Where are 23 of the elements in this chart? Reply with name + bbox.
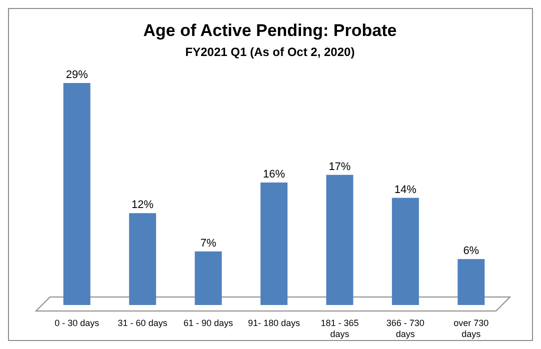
- x-tick-label: 31 - 60 days: [118, 318, 168, 328]
- x-tick-label: 181 - 365 days: [320, 318, 359, 339]
- bar: [63, 83, 90, 305]
- bar: [458, 259, 485, 305]
- bar: [129, 213, 156, 305]
- chart-title: Age of Active Pending: Probate: [143, 21, 397, 40]
- bar: [260, 182, 288, 305]
- x-tick-label: 91- 180 days: [248, 318, 301, 328]
- x-tick-label: over 730 days: [454, 318, 489, 339]
- bar: [194, 251, 222, 305]
- x-tick-label: 0 - 30 days: [54, 318, 100, 328]
- chart-subtitle: FY2021 Q1 (As of Oct 2, 2020): [185, 45, 355, 59]
- bar: [392, 198, 419, 305]
- data-label: 16%: [262, 168, 286, 181]
- data-label: 29%: [66, 69, 88, 81]
- data-label: 12%: [132, 199, 154, 212]
- x-tick-label: 366 - 730 days: [386, 318, 424, 339]
- x-tick-label: 61 - 90 days: [184, 318, 234, 328]
- bar: [326, 174, 354, 305]
- data-label: 14%: [394, 184, 417, 196]
- data-label: 17%: [328, 160, 351, 173]
- data-label: 7%: [200, 237, 216, 250]
- data-label: 6%: [463, 245, 480, 258]
